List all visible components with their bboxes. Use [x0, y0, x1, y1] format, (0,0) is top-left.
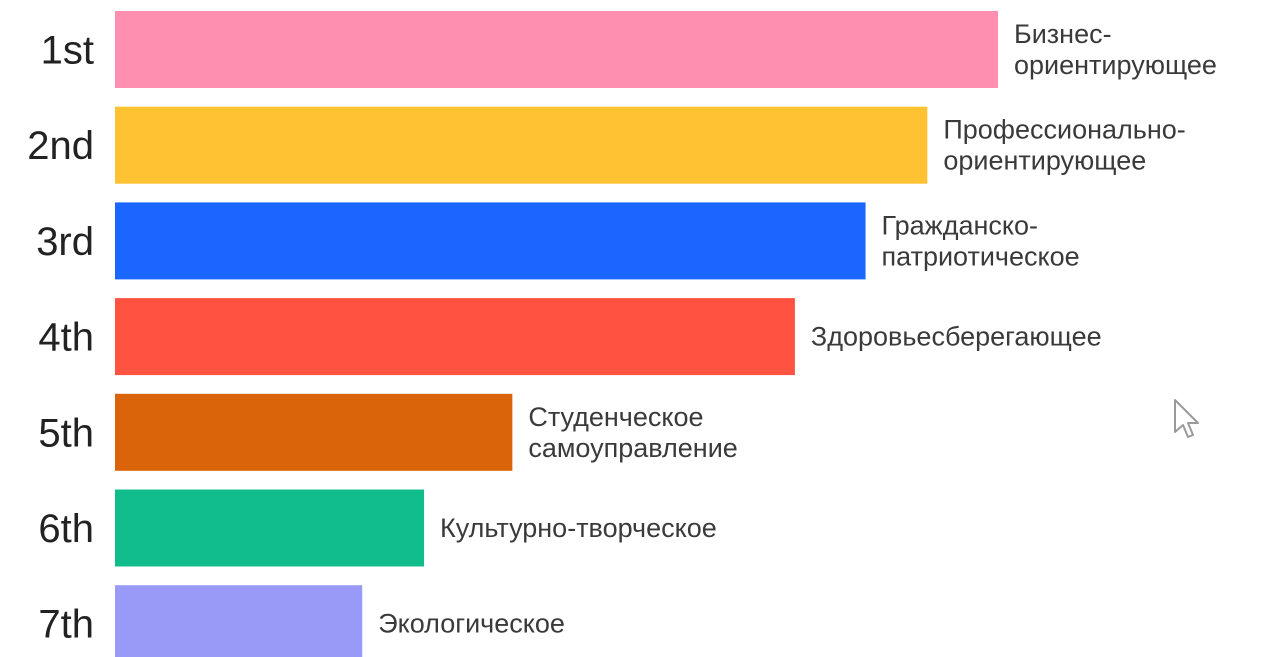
rank-label: 6th: [38, 507, 94, 551]
bar: [115, 298, 795, 376]
bar: [115, 202, 866, 280]
rank-label: 2nd: [27, 124, 94, 168]
bar-label-line: Бизнес-: [1014, 19, 1112, 49]
rank-label: 4th: [38, 316, 94, 360]
bar-label-line: Здоровьесберегающее: [811, 322, 1102, 352]
bar-label: Экологическое: [378, 609, 565, 639]
bar: [115, 11, 998, 88]
rank-label: 5th: [38, 411, 94, 455]
bar-label: Бизнес-ориентирующее: [1014, 19, 1217, 80]
bar-label-line: Гражданско-: [882, 210, 1039, 240]
rank-label: 1st: [41, 29, 94, 73]
bar-label: Профессионально-ориентирующее: [943, 115, 1185, 176]
bar-label-line: патриотическое: [882, 241, 1080, 271]
bar-label-line: самоуправление: [528, 433, 737, 463]
bar-label-line: Культурно-творческое: [440, 513, 717, 543]
bar-label-line: Экологическое: [378, 609, 565, 639]
bar-label: Студенческое самоуправление: [528, 402, 737, 463]
bar-label: Гражданско-патриотическое: [882, 210, 1080, 271]
bar-label-line: ориентирующее: [1014, 50, 1217, 80]
rank-labels: 1st 2nd 3rd 4th 5th 6th 7th: [27, 29, 94, 647]
bar: [115, 585, 363, 657]
bar-labels: Бизнес-ориентирующееПрофессионально-орие…: [378, 19, 1217, 639]
rank-label: 3rd: [36, 220, 94, 264]
bar-label: Здоровьесберегающее: [811, 322, 1102, 352]
bar: [115, 489, 425, 567]
bars: [115, 11, 998, 657]
mouse-pointer-icon: [1174, 399, 1199, 438]
bar-label-line: Профессионально-: [943, 115, 1185, 145]
bar-label-line: ориентирующее: [943, 146, 1146, 176]
rank-label: 7th: [38, 603, 94, 647]
bar: [115, 393, 513, 471]
bar-label-line: Студенческое: [528, 402, 703, 432]
bar-label: Культурно-творческое: [440, 513, 717, 543]
bar: [115, 106, 928, 184]
